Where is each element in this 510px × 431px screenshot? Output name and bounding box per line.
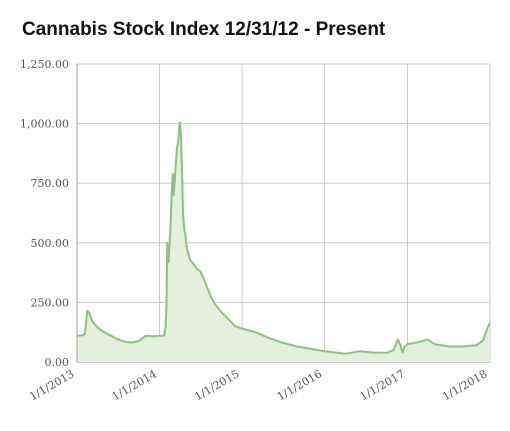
series-area: [77, 122, 490, 363]
chart-title: Cannabis Stock Index 12/31/12 - Present: [22, 19, 386, 40]
y-tick-label: 0.00: [45, 356, 70, 369]
grid-layer: [76, 63, 491, 363]
y-tick-label: 1,250.00: [20, 58, 69, 71]
y-tick-label: 500.00: [31, 237, 70, 250]
y-tick-label: 250.00: [31, 296, 70, 309]
x-tick-label: 1/1/2017: [358, 367, 407, 403]
series-line: [76, 121, 491, 355]
x-tick-label: 1/1/2018: [440, 367, 489, 403]
x-tick-labels: 1/1/2013 1/1/2014 1/1/2015 1/1/2016 1/1/2017…: [27, 367, 489, 403]
x-tick-label: 1/1/2016: [275, 367, 324, 403]
x-tick-label: 1/1/2013: [27, 367, 76, 403]
y-tick-label: 1,000.00: [20, 118, 69, 131]
y-tick-labels: 0.00 250.00 500.00 750.00 1,000.00 1,250.00: [20, 58, 69, 369]
y-tick-label: 750.00: [31, 177, 70, 190]
x-tick-label: 1/1/2014: [110, 367, 159, 403]
series-layer: [76, 121, 491, 363]
x-tick-label: 1/1/2015: [192, 367, 241, 403]
